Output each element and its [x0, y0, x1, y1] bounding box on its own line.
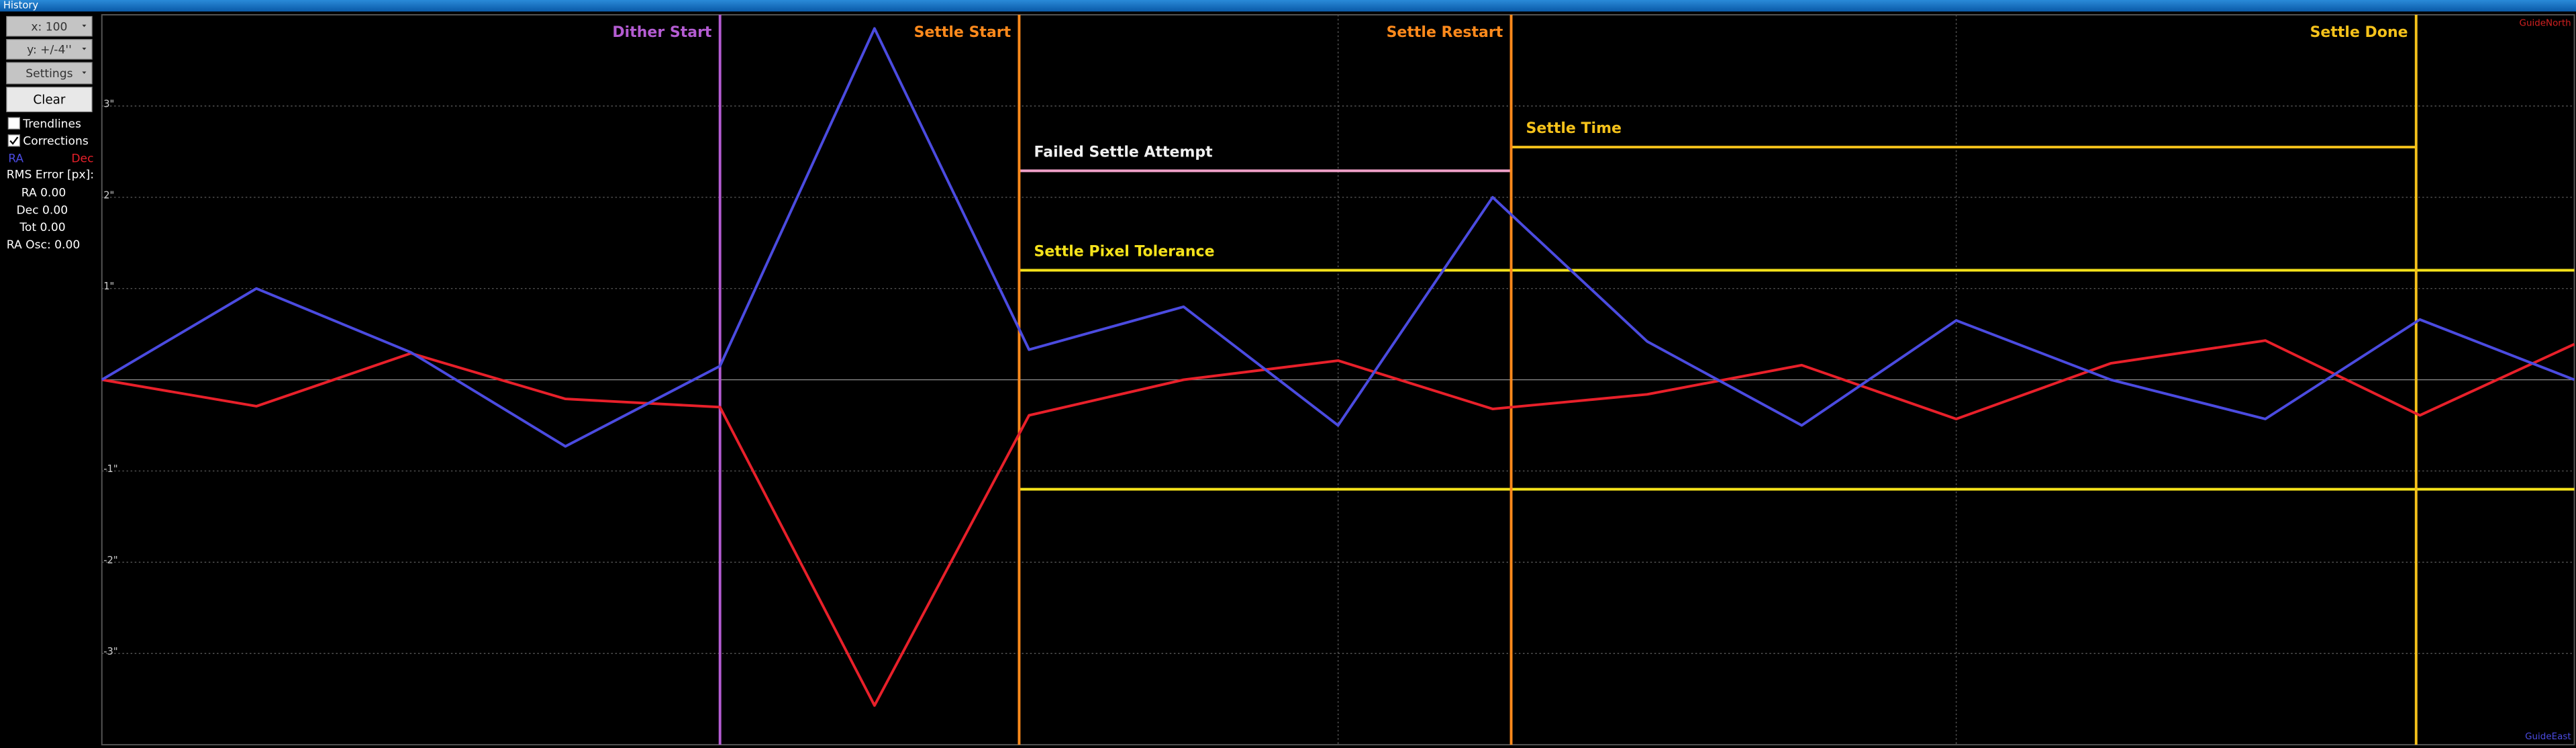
event-label: Settle Start [914, 24, 1011, 41]
clear-label: Clear [33, 93, 65, 107]
dropdown-arrow [82, 71, 87, 75]
settle-line-label: Settle Pixel Tolerance [1034, 244, 1214, 261]
settle-line-label: Failed Settle Attempt [1034, 144, 1213, 160]
y-scale-label: y: +/-4'' [27, 44, 72, 57]
settle-line-label: Settle Time [1526, 120, 1622, 137]
corrections-label: Corrections [23, 135, 89, 148]
y-scale-button[interactable] [6, 39, 93, 60]
series-line [101, 27, 2575, 448]
rms-title: RMS Error [px]: [7, 169, 94, 182]
east-label: GuideEast [2525, 732, 2571, 742]
series-line [101, 339, 2575, 707]
trendlines-checkbox[interactable] [7, 117, 20, 130]
settings-label: Settings [26, 67, 72, 81]
y-tick-label: 3" [103, 98, 114, 109]
event-label: Settle Restart [1387, 24, 1503, 41]
clear-button[interactable] [6, 87, 93, 113]
rms-dec: Dec 0.00 [16, 203, 68, 217]
dec-legend: Dec [71, 152, 93, 165]
checkmark [9, 136, 19, 145]
y-tick-label: 2" [103, 189, 114, 201]
corrections-checkbox[interactable] [7, 134, 20, 147]
y-tick-label: -3" [103, 646, 117, 657]
event-label: Settle Done [2310, 24, 2408, 41]
window-title: History [3, 0, 39, 11]
y-tick-label: 1" [103, 281, 114, 292]
title-bar [0, 0, 2576, 12]
x-scale-button[interactable] [6, 15, 93, 37]
dropdown-arrow [82, 48, 87, 50]
control-panel: x: 100 y: +/-4'' Settings Clear Trendlin… [6, 15, 94, 252]
event-label: Dither Start [612, 24, 712, 41]
settings-button[interactable] [6, 62, 93, 85]
x-scale-label: x: 100 [31, 20, 67, 34]
trendlines-label: Trendlines [22, 118, 81, 131]
north-label: GuideNorth [2520, 18, 2571, 28]
rms-tot: Tot 0.00 [19, 221, 65, 234]
dropdown-arrow [82, 24, 87, 28]
y-tick-label: -2" [103, 555, 117, 566]
ra-legend: RA [8, 152, 23, 165]
ra-osc: RA Osc: 0.00 [7, 238, 81, 252]
rms-ra: RA 0.00 [21, 187, 66, 200]
y-tick-label: -1" [103, 463, 117, 475]
